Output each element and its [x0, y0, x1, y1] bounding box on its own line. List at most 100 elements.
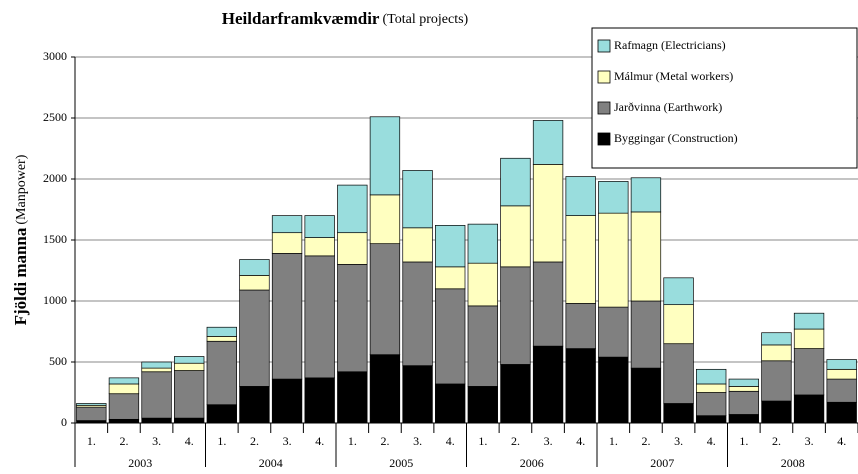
x-tick-label: 2.: [250, 434, 259, 448]
x-tick-label: 2.: [772, 434, 781, 448]
bar-segment: [304, 255, 335, 379]
x-tick-label: 2.: [119, 434, 128, 448]
legend-box: [591, 27, 858, 169]
legend-label: Rafmagn (Electricians): [614, 38, 726, 52]
bar-segment: [761, 332, 792, 346]
bar-segment: [696, 392, 727, 417]
y-tick-label: 3000: [43, 49, 67, 63]
x-group-label: 2006: [520, 456, 544, 470]
bar-segment: [369, 354, 401, 424]
bar-segment: [500, 205, 531, 268]
bar-segment: [565, 215, 596, 304]
bar-segment: [793, 394, 825, 424]
bar-segment: [728, 386, 759, 392]
x-tick-label: 4.: [315, 434, 324, 448]
x-group-label: 2005: [389, 456, 413, 470]
x-tick-label: 1.: [87, 434, 96, 448]
bar-segment: [174, 417, 205, 424]
x-tick-label: 1.: [609, 434, 618, 448]
x-tick-label: 4.: [576, 434, 585, 448]
bar-segment: [108, 393, 140, 420]
bar-segment: [402, 365, 433, 424]
bar-segment: [271, 253, 303, 380]
bar-segment: [174, 356, 205, 364]
legend-swatch: [597, 132, 611, 146]
bar-segment: [369, 116, 401, 196]
bar-segment: [206, 326, 237, 337]
bar-segment: [239, 275, 270, 291]
bar-segment: [728, 378, 759, 387]
x-group-label: 2004: [259, 456, 283, 470]
bar-segment: [598, 356, 629, 424]
bar-segment: [696, 415, 727, 424]
bar-segment: [663, 304, 694, 345]
x-tick-label: 3.: [674, 434, 683, 448]
bar-segment: [598, 212, 629, 308]
bar-segment: [793, 348, 825, 396]
bar-segment: [826, 359, 857, 370]
x-tick-label: 1.: [478, 434, 487, 448]
bar-segment: [141, 361, 172, 369]
x-tick-label: 2.: [511, 434, 520, 448]
bar-segment: [206, 336, 237, 342]
bar-segment: [598, 181, 629, 214]
bar-segment: [108, 383, 140, 395]
legend-swatch: [597, 39, 611, 53]
bar-segment: [174, 362, 205, 371]
bar-segment: [141, 417, 172, 424]
bar-segment: [108, 418, 140, 424]
x-tick-label: 2.: [641, 434, 650, 448]
x-tick-label: 4.: [707, 434, 716, 448]
legend-label: Jarðvinna (Earthwork): [614, 100, 722, 114]
bar-segment: [630, 177, 662, 213]
bar-segment: [728, 414, 759, 424]
bar-segment: [761, 360, 792, 402]
legend-swatch: [597, 101, 611, 115]
x-tick-label: 3.: [544, 434, 553, 448]
bar-segment: [532, 120, 564, 165]
chart-title: Heildarframkvæmdir: [222, 9, 380, 28]
bar-segment: [206, 404, 237, 424]
x-tick-label: 4.: [837, 434, 846, 448]
bar-segment: [663, 343, 694, 404]
legend-swatch: [597, 70, 611, 84]
chart-subtitle: (Total projects): [382, 12, 468, 27]
bar-segment: [304, 237, 335, 257]
bar-segment: [728, 390, 759, 415]
bar-segment: [565, 348, 596, 424]
legend-label: Byggingar (Construction): [614, 131, 738, 145]
bar-segment: [500, 157, 531, 207]
y-tick-label: 0: [61, 415, 67, 429]
bar-segment: [598, 306, 629, 358]
bar-segment: [826, 378, 857, 403]
bar-segment: [174, 370, 205, 419]
bar-segment: [337, 371, 368, 424]
bar-segment: [630, 300, 662, 369]
bar-segment: [565, 303, 596, 349]
x-tick-label: 3.: [152, 434, 161, 448]
y-axis-note: (Manpower): [14, 154, 29, 224]
bar-segment: [271, 215, 303, 234]
bar-segment: [826, 401, 857, 424]
bar-segment: [467, 223, 498, 264]
x-tick-label: 1.: [739, 434, 748, 448]
bar-segment: [565, 176, 596, 216]
x-tick-label: 4.: [446, 434, 455, 448]
bar-segment: [108, 377, 140, 385]
bar-segment: [435, 383, 466, 424]
x-tick-label: 1.: [217, 434, 226, 448]
bar-segment: [239, 259, 270, 276]
bar-segment: [76, 406, 107, 421]
y-tick-label: 1500: [43, 232, 67, 246]
bar-segment: [206, 340, 237, 406]
bar-segment: [435, 288, 466, 385]
x-tick-label: 1.: [348, 434, 357, 448]
y-tick-label: 1000: [43, 293, 67, 307]
bar-segment: [696, 383, 727, 393]
bar-segment: [663, 277, 694, 306]
bar-segment: [793, 312, 825, 330]
bar-segment: [532, 261, 564, 347]
bar-segment: [532, 164, 564, 263]
bar-segment: [630, 211, 662, 302]
bar-segment: [337, 184, 368, 234]
